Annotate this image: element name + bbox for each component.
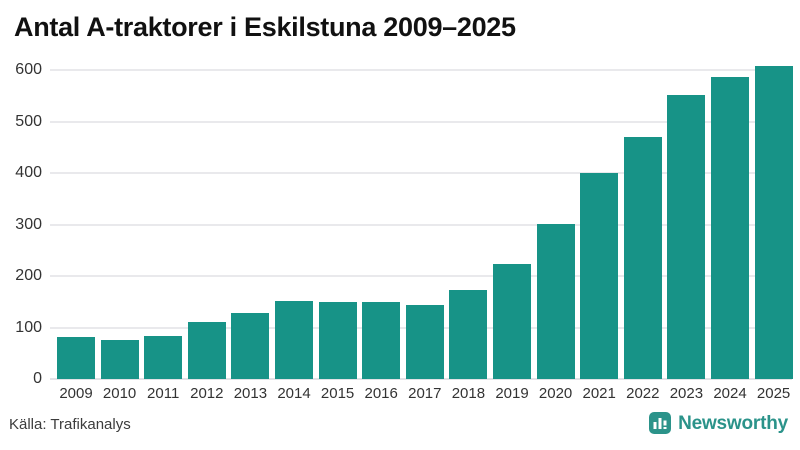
gridline-600: [50, 69, 792, 71]
bar-2024[interactable]: [711, 76, 749, 379]
x-axis-tick-label: 2016: [364, 385, 398, 402]
x-axis-tick-label: 2021: [582, 385, 616, 402]
bar-2021[interactable]: [580, 173, 619, 379]
bar-2020[interactable]: [536, 224, 575, 379]
bar-2014[interactable]: [275, 301, 313, 379]
x-axis-tick-label: 2022: [626, 385, 660, 402]
bar-2025[interactable]: [754, 66, 793, 379]
x-axis-tick-label: 2017: [408, 385, 442, 402]
x-axis-tick-label: 2015: [320, 385, 355, 402]
y-axis-tick-label: 300: [15, 215, 42, 233]
x-axis-tick-label: 2013: [233, 385, 268, 402]
y-axis-tick-label: 600: [15, 61, 42, 78]
x-axis-tick-label: 2023: [669, 385, 704, 402]
y-axis-tick-label: 500: [15, 112, 42, 130]
source-note: Källa: Trafikanalys: [9, 416, 131, 433]
x-axis-labels: 2009 2010 2011 2012 2013 2014 2015 2016 2017 2018…: [0, 385, 800, 407]
gridline-500: [50, 120, 792, 123]
gridline-0: [50, 378, 792, 380]
x-axis-tick-label: 2018: [451, 385, 486, 402]
y-axis-tick-label: 100: [15, 318, 42, 336]
y-axis-tick-label: 0: [33, 370, 42, 387]
bar-2016[interactable]: [362, 302, 401, 379]
x-axis-tick-label: 2020: [538, 385, 573, 402]
bar-2018[interactable]: [449, 290, 488, 379]
brand-logo: Newsworthy: [649, 412, 788, 434]
y-axis-tick-label: 200: [15, 267, 42, 284]
bar-2010[interactable]: [100, 339, 139, 379]
bar-2012[interactable]: [187, 322, 226, 379]
x-axis-tick-label: 2010: [102, 385, 137, 402]
x-axis-tick-label: 2025: [756, 385, 791, 402]
x-axis-tick-label: 2024: [713, 385, 747, 402]
bar-2017[interactable]: [405, 304, 444, 379]
bar-2023[interactable]: [667, 94, 706, 379]
chart-footer: Källa: Trafikanalys Newsworthy: [0, 406, 800, 450]
footer-divider: [0, 406, 800, 407]
gridline-400: [50, 172, 792, 174]
x-axis-tick-label: 2009: [59, 385, 93, 402]
brand-name: Newsworthy: [678, 412, 788, 434]
page-title: Antal A-traktorer i Eskilstuna 2009–2025: [14, 12, 516, 42]
gridline-200: [50, 275, 792, 277]
x-axis-tick-label: 2014: [277, 385, 311, 402]
bar-2011[interactable]: [144, 335, 183, 379]
bar-chart-icon: [649, 412, 672, 434]
plot-area: 0 100 200 300 400 500 600: [0, 60, 800, 390]
bar-2009[interactable]: [57, 337, 95, 379]
x-axis-tick-label: 2012: [190, 385, 224, 402]
gridline-300: [50, 223, 792, 226]
x-axis-tick-label: 2019: [495, 385, 529, 402]
bar-2015[interactable]: [318, 302, 357, 379]
y-axis-tick-label: 400: [15, 164, 42, 181]
bar-2022[interactable]: [623, 136, 662, 379]
x-axis-tick-label: 2011: [147, 385, 180, 402]
bar-2019[interactable]: [493, 264, 531, 379]
bar-2013[interactable]: [231, 312, 270, 379]
bar-series: [0, 60, 800, 390]
